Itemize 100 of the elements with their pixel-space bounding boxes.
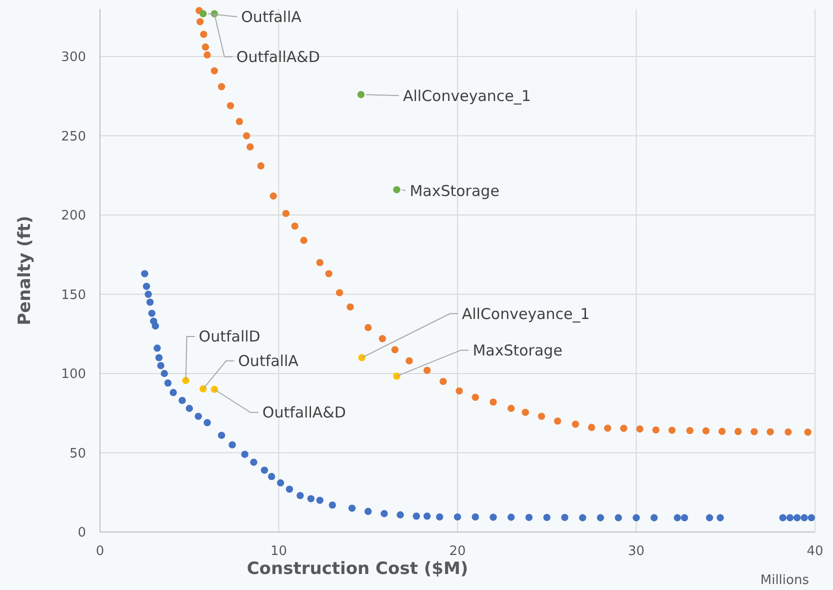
point bbox=[200, 385, 207, 392]
point bbox=[346, 303, 354, 311]
point bbox=[146, 298, 154, 306]
x-tick-label: 20 bbox=[449, 544, 466, 559]
y-tick-label: 250 bbox=[61, 129, 86, 144]
point bbox=[316, 496, 324, 504]
point bbox=[588, 424, 596, 431]
point bbox=[160, 370, 168, 378]
point bbox=[636, 425, 644, 433]
y-tick-label: 100 bbox=[61, 367, 86, 382]
annotation: MaxStorage bbox=[410, 182, 500, 200]
point bbox=[440, 378, 447, 386]
point bbox=[808, 514, 816, 522]
point bbox=[348, 504, 356, 512]
point bbox=[364, 324, 372, 332]
point bbox=[424, 366, 431, 374]
point bbox=[204, 419, 211, 426]
point bbox=[490, 398, 497, 406]
point bbox=[674, 514, 681, 522]
point bbox=[396, 511, 404, 518]
point bbox=[242, 132, 250, 140]
point bbox=[686, 426, 694, 434]
point bbox=[170, 388, 177, 396]
point bbox=[380, 510, 388, 518]
point bbox=[260, 466, 268, 474]
point bbox=[508, 404, 515, 412]
point bbox=[286, 486, 294, 493]
annotation: OutfallA&D bbox=[236, 48, 320, 66]
point bbox=[141, 270, 148, 278]
point bbox=[716, 514, 724, 522]
y-axis-title: Penalty (ft) bbox=[15, 216, 35, 326]
point bbox=[226, 102, 234, 110]
point bbox=[300, 236, 308, 244]
point bbox=[200, 10, 207, 18]
annotation: OutfallA&D bbox=[262, 404, 346, 422]
point bbox=[784, 428, 792, 436]
point bbox=[652, 426, 660, 434]
point bbox=[325, 270, 332, 278]
y-tick-label: 200 bbox=[61, 208, 86, 224]
x-tick-label: 40 bbox=[806, 544, 824, 559]
point bbox=[391, 346, 399, 354]
text: Millions bbox=[760, 573, 810, 588]
point bbox=[472, 394, 479, 401]
point bbox=[632, 514, 640, 522]
point bbox=[572, 420, 580, 428]
point bbox=[268, 472, 276, 480]
point bbox=[554, 417, 562, 425]
point bbox=[210, 67, 218, 74]
point bbox=[357, 90, 365, 98]
point bbox=[152, 322, 160, 330]
point bbox=[276, 479, 284, 486]
y-tick-label: 150 bbox=[61, 288, 86, 303]
point bbox=[750, 428, 758, 436]
point bbox=[393, 186, 400, 194]
point bbox=[328, 501, 336, 509]
annotation: AllConveyance_1 bbox=[462, 304, 590, 323]
annotation: MaxStorage bbox=[472, 341, 562, 360]
point bbox=[291, 222, 298, 230]
annotation: AllConveyance_1 bbox=[402, 86, 531, 105]
point bbox=[680, 514, 688, 522]
point bbox=[424, 512, 431, 520]
point bbox=[178, 396, 186, 404]
annotation: OutfallA bbox=[238, 352, 300, 370]
point bbox=[336, 289, 344, 296]
point bbox=[490, 514, 497, 521]
point bbox=[436, 513, 444, 521]
point bbox=[702, 427, 710, 434]
point bbox=[144, 290, 152, 298]
point bbox=[454, 513, 462, 521]
point bbox=[210, 386, 218, 393]
point bbox=[406, 357, 413, 364]
x-tick-label: 10 bbox=[270, 544, 288, 559]
point bbox=[804, 428, 812, 436]
point bbox=[182, 376, 190, 384]
point bbox=[157, 362, 164, 370]
point bbox=[155, 354, 163, 362]
point bbox=[218, 83, 226, 90]
point bbox=[316, 258, 324, 266]
x-tick-label: 0 bbox=[96, 544, 104, 559]
point bbox=[786, 514, 794, 522]
point bbox=[154, 344, 161, 352]
point bbox=[307, 495, 315, 502]
point bbox=[779, 514, 786, 522]
point bbox=[148, 310, 156, 317]
x-axis-title: Construction Cost ($M) bbox=[246, 559, 468, 579]
point bbox=[257, 162, 264, 170]
point bbox=[378, 335, 386, 342]
point bbox=[596, 514, 604, 522]
point bbox=[202, 43, 210, 51]
point bbox=[194, 412, 202, 420]
y-tick-label: 300 bbox=[61, 50, 86, 66]
point bbox=[204, 51, 211, 59]
point bbox=[579, 514, 586, 522]
point bbox=[250, 458, 258, 466]
point bbox=[706, 514, 714, 522]
point bbox=[794, 514, 801, 522]
point bbox=[142, 282, 150, 290]
point bbox=[228, 441, 236, 448]
y-tick-label: 50 bbox=[69, 446, 86, 462]
point bbox=[196, 18, 204, 26]
